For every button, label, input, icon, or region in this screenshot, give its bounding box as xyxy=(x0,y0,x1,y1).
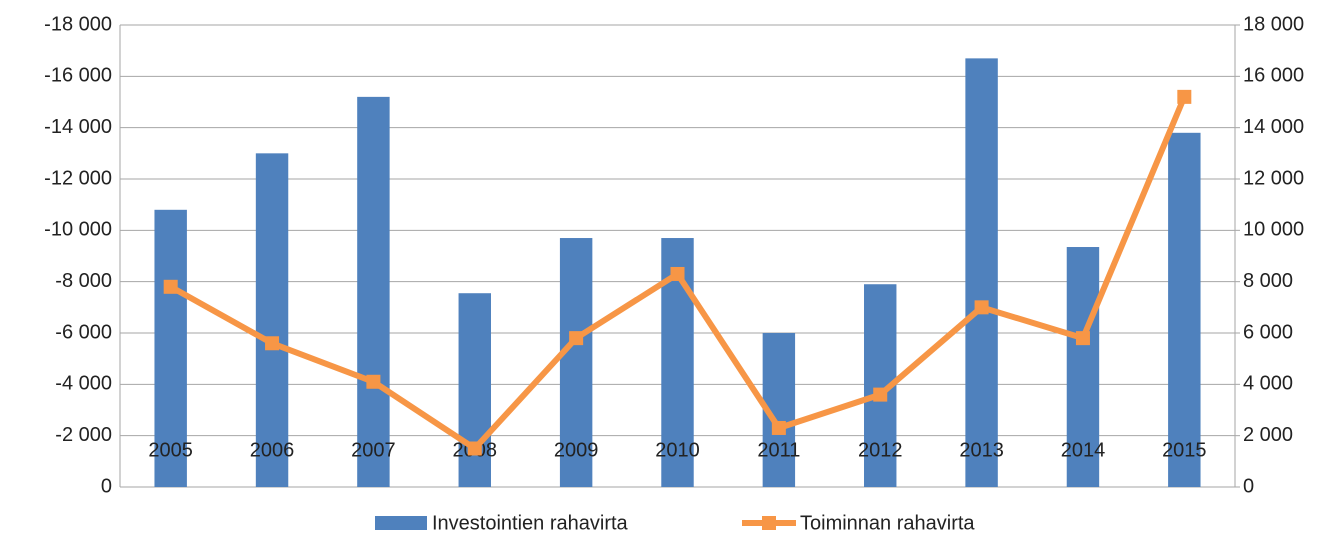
y2-tick-label: 10 000 xyxy=(1243,219,1304,241)
y2-tick-label: 8 000 xyxy=(1243,270,1293,292)
bar xyxy=(1066,247,1100,487)
y2-tick-label: 6 000 xyxy=(1243,321,1293,343)
marker xyxy=(873,387,888,402)
x-tick-label: 2006 xyxy=(250,439,295,461)
marker xyxy=(569,331,584,346)
x-tick-label: 2007 xyxy=(351,439,396,461)
bar xyxy=(1168,132,1201,488)
y-tick-label: -12 000 xyxy=(44,167,112,189)
marker xyxy=(670,266,685,281)
y-tick-label: 0 xyxy=(101,475,112,497)
marker xyxy=(265,336,280,351)
y-tick-label: -18 000 xyxy=(44,13,112,35)
y2-tick-label: 12 000 xyxy=(1243,167,1304,189)
x-tick-label: 2005 xyxy=(148,439,193,461)
y2-tick-label: 14 000 xyxy=(1243,116,1304,138)
legend-swatch xyxy=(375,516,427,530)
y-tick-label: -4 000 xyxy=(55,373,112,395)
y-tick-label: -2 000 xyxy=(55,424,112,446)
y2-tick-label: 18 000 xyxy=(1243,13,1304,35)
bar xyxy=(255,153,289,488)
bar xyxy=(357,96,390,487)
bar xyxy=(965,58,998,487)
bar xyxy=(154,209,187,488)
x-tick-label: 2015 xyxy=(1162,439,1207,461)
marker xyxy=(467,441,482,456)
marker xyxy=(1177,89,1192,104)
marker xyxy=(1075,331,1090,346)
y2-tick-label: 16 000 xyxy=(1243,65,1304,87)
y2-tick-label: 0 xyxy=(1243,475,1254,497)
bar xyxy=(559,238,593,487)
marker xyxy=(163,279,178,294)
x-tick-label: 2010 xyxy=(655,439,700,461)
x-tick-label: 2013 xyxy=(959,439,1004,461)
y-tick-label: -16 000 xyxy=(44,65,112,87)
marker xyxy=(974,300,989,315)
marker xyxy=(366,374,381,389)
x-tick-label: 2014 xyxy=(1061,439,1106,461)
y-tick-label: -10 000 xyxy=(44,219,112,241)
y-tick-label: -6 000 xyxy=(55,321,112,343)
y-tick-label: -14 000 xyxy=(44,116,112,138)
y2-tick-label: 4 000 xyxy=(1243,373,1293,395)
x-tick-label: 2012 xyxy=(858,439,903,461)
y-tick-label: -8 000 xyxy=(55,270,112,292)
marker xyxy=(771,420,786,435)
y2-tick-label: 2 000 xyxy=(1243,424,1293,446)
x-tick-label: 2009 xyxy=(554,439,599,461)
x-tick-label: 2011 xyxy=(757,439,800,461)
legend-label: Investointien rahavirta xyxy=(432,512,629,534)
legend-label: Toiminnan rahavirta xyxy=(800,512,975,534)
legend-swatch xyxy=(762,516,776,530)
